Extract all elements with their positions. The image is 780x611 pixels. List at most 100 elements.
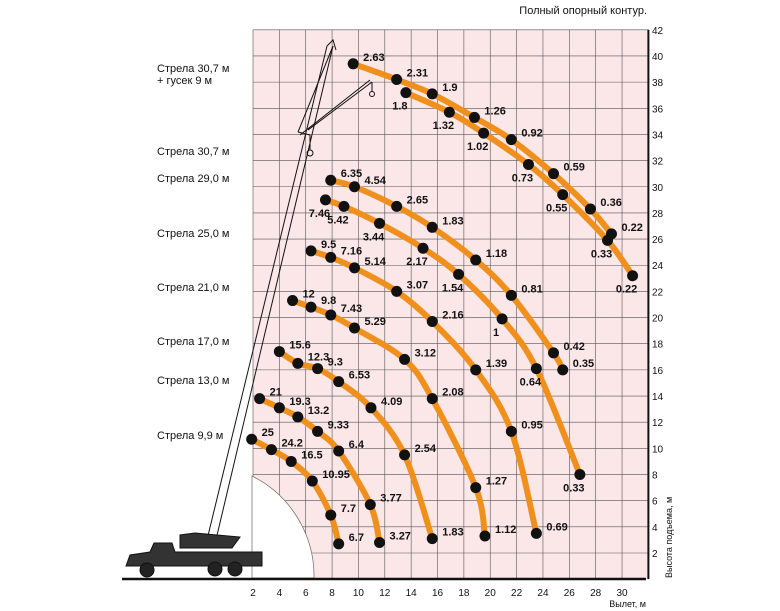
load-value-label: 0.22 xyxy=(621,222,642,234)
load-value-label: 6.7 xyxy=(349,532,364,544)
load-value-label: 1.54 xyxy=(442,282,464,294)
load-value-label: 3.77 xyxy=(380,493,401,505)
load-value-label: 1.12 xyxy=(495,524,516,536)
load-value-label: 0.33 xyxy=(563,483,584,495)
load-value-label: 2.54 xyxy=(415,443,437,455)
load-value-label: 5.42 xyxy=(327,214,348,226)
jib-drawing xyxy=(297,45,373,136)
load-value-label: 2.63 xyxy=(363,52,384,64)
x-axis-label: Вылет, м xyxy=(609,599,646,609)
y-tick-label: 26 xyxy=(652,235,664,246)
y-tick-label: 28 xyxy=(652,209,664,220)
y-axis-label: Высота подъема, м xyxy=(664,497,674,578)
truck-drawing xyxy=(125,532,263,567)
load-value-label: 1.27 xyxy=(486,476,507,488)
x-tick-label: 20 xyxy=(485,588,497,599)
y-tick-label: 16 xyxy=(652,366,664,377)
x-tick-label: 6 xyxy=(303,588,309,599)
load-value-label: 1.83 xyxy=(442,215,463,227)
load-value-label: 12 xyxy=(303,289,315,301)
x-tick-label: 24 xyxy=(537,588,549,599)
load-value-label: 0.22 xyxy=(616,284,637,296)
load-point xyxy=(627,270,639,282)
load-point xyxy=(496,313,508,325)
load-point xyxy=(391,200,403,212)
load-value-label: 1.32 xyxy=(433,120,454,132)
crane-illustration xyxy=(122,39,646,581)
load-value-label: 4.54 xyxy=(364,175,386,187)
x-tick-label: 26 xyxy=(564,588,576,599)
load-point xyxy=(602,234,614,246)
load-value-label: 1.83 xyxy=(442,527,463,539)
load-point xyxy=(426,88,438,100)
load-point xyxy=(574,469,586,481)
x-tick-label: 28 xyxy=(590,588,602,599)
load-point xyxy=(292,411,304,423)
load-value-label: 2.16 xyxy=(442,309,463,321)
x-tick-label: 12 xyxy=(379,588,391,599)
x-tick-label: 30 xyxy=(616,588,628,599)
load-value-label: 7.16 xyxy=(341,245,362,257)
load-point xyxy=(285,455,297,467)
load-point xyxy=(584,203,596,215)
load-point xyxy=(273,346,285,358)
x-tick-label: 8 xyxy=(329,588,335,599)
load-value-label: 9.3 xyxy=(328,357,343,369)
load-value-label: 4.09 xyxy=(381,396,402,408)
load-point xyxy=(557,189,569,201)
load-value-label: 1.02 xyxy=(467,141,488,153)
load-point xyxy=(505,134,517,146)
load-point xyxy=(374,537,386,549)
y-tick-label: 4 xyxy=(652,523,658,534)
boom-label: Стрела 13,0 м xyxy=(157,375,229,387)
load-value-label: 16.5 xyxy=(301,449,322,461)
load-point xyxy=(305,301,317,313)
load-point xyxy=(470,254,482,266)
wheel-icon xyxy=(227,561,243,577)
x-tick-label: 2 xyxy=(250,588,256,599)
load-point xyxy=(453,268,465,280)
boom-label: Стрела 17,0 м xyxy=(157,336,229,348)
load-point xyxy=(319,194,331,206)
x-tick-label: 4 xyxy=(277,588,283,599)
load-point xyxy=(548,347,560,359)
load-point xyxy=(443,106,455,118)
load-value-label: 2.08 xyxy=(442,387,463,399)
load-point xyxy=(391,285,403,297)
load-point xyxy=(530,527,542,539)
y-tick-label: 42 xyxy=(652,26,664,37)
load-point xyxy=(325,251,337,263)
load-point xyxy=(325,174,337,186)
load-point xyxy=(391,74,403,86)
load-value-label: 0.64 xyxy=(520,377,542,389)
load-value-label: 1.8 xyxy=(392,101,407,113)
load-value-label: 6.35 xyxy=(341,168,362,180)
load-value-label: 1.26 xyxy=(484,105,505,117)
load-point xyxy=(426,221,438,233)
boom-label: Стрела 25,0 м xyxy=(157,228,229,240)
boom-label: Стрела 29,0 м xyxy=(157,173,229,185)
load-point xyxy=(348,181,360,193)
x-tick-label: 14 xyxy=(406,588,418,599)
load-value-label: 0.35 xyxy=(573,358,594,370)
boom-label: Стрела 9,9 м xyxy=(157,430,223,442)
load-point xyxy=(365,402,377,414)
load-point xyxy=(305,245,317,257)
load-point xyxy=(374,217,386,229)
load-value-label: 0.59 xyxy=(564,162,585,174)
y-tick-label: 12 xyxy=(652,418,664,429)
wheel-icon xyxy=(207,561,223,577)
chart-title: Полный опорный контур. xyxy=(519,5,647,17)
jib-hook-icon xyxy=(369,91,375,97)
load-point xyxy=(399,449,411,461)
y-tick-label: 18 xyxy=(652,340,664,351)
load-value-label: 3.27 xyxy=(390,531,411,543)
load-point xyxy=(426,393,438,405)
load-value-label: 3.12 xyxy=(415,347,436,359)
load-value-label: 1.18 xyxy=(486,248,507,260)
load-value-label: 2.65 xyxy=(407,194,428,206)
load-value-label: 0.81 xyxy=(521,283,542,295)
axes: 2 4 6 8 10 12 14 16 18 20 22 24 26 28 3024681012141618… xyxy=(250,26,663,599)
load-value-label: 10.95 xyxy=(322,469,350,481)
load-point xyxy=(417,242,429,254)
